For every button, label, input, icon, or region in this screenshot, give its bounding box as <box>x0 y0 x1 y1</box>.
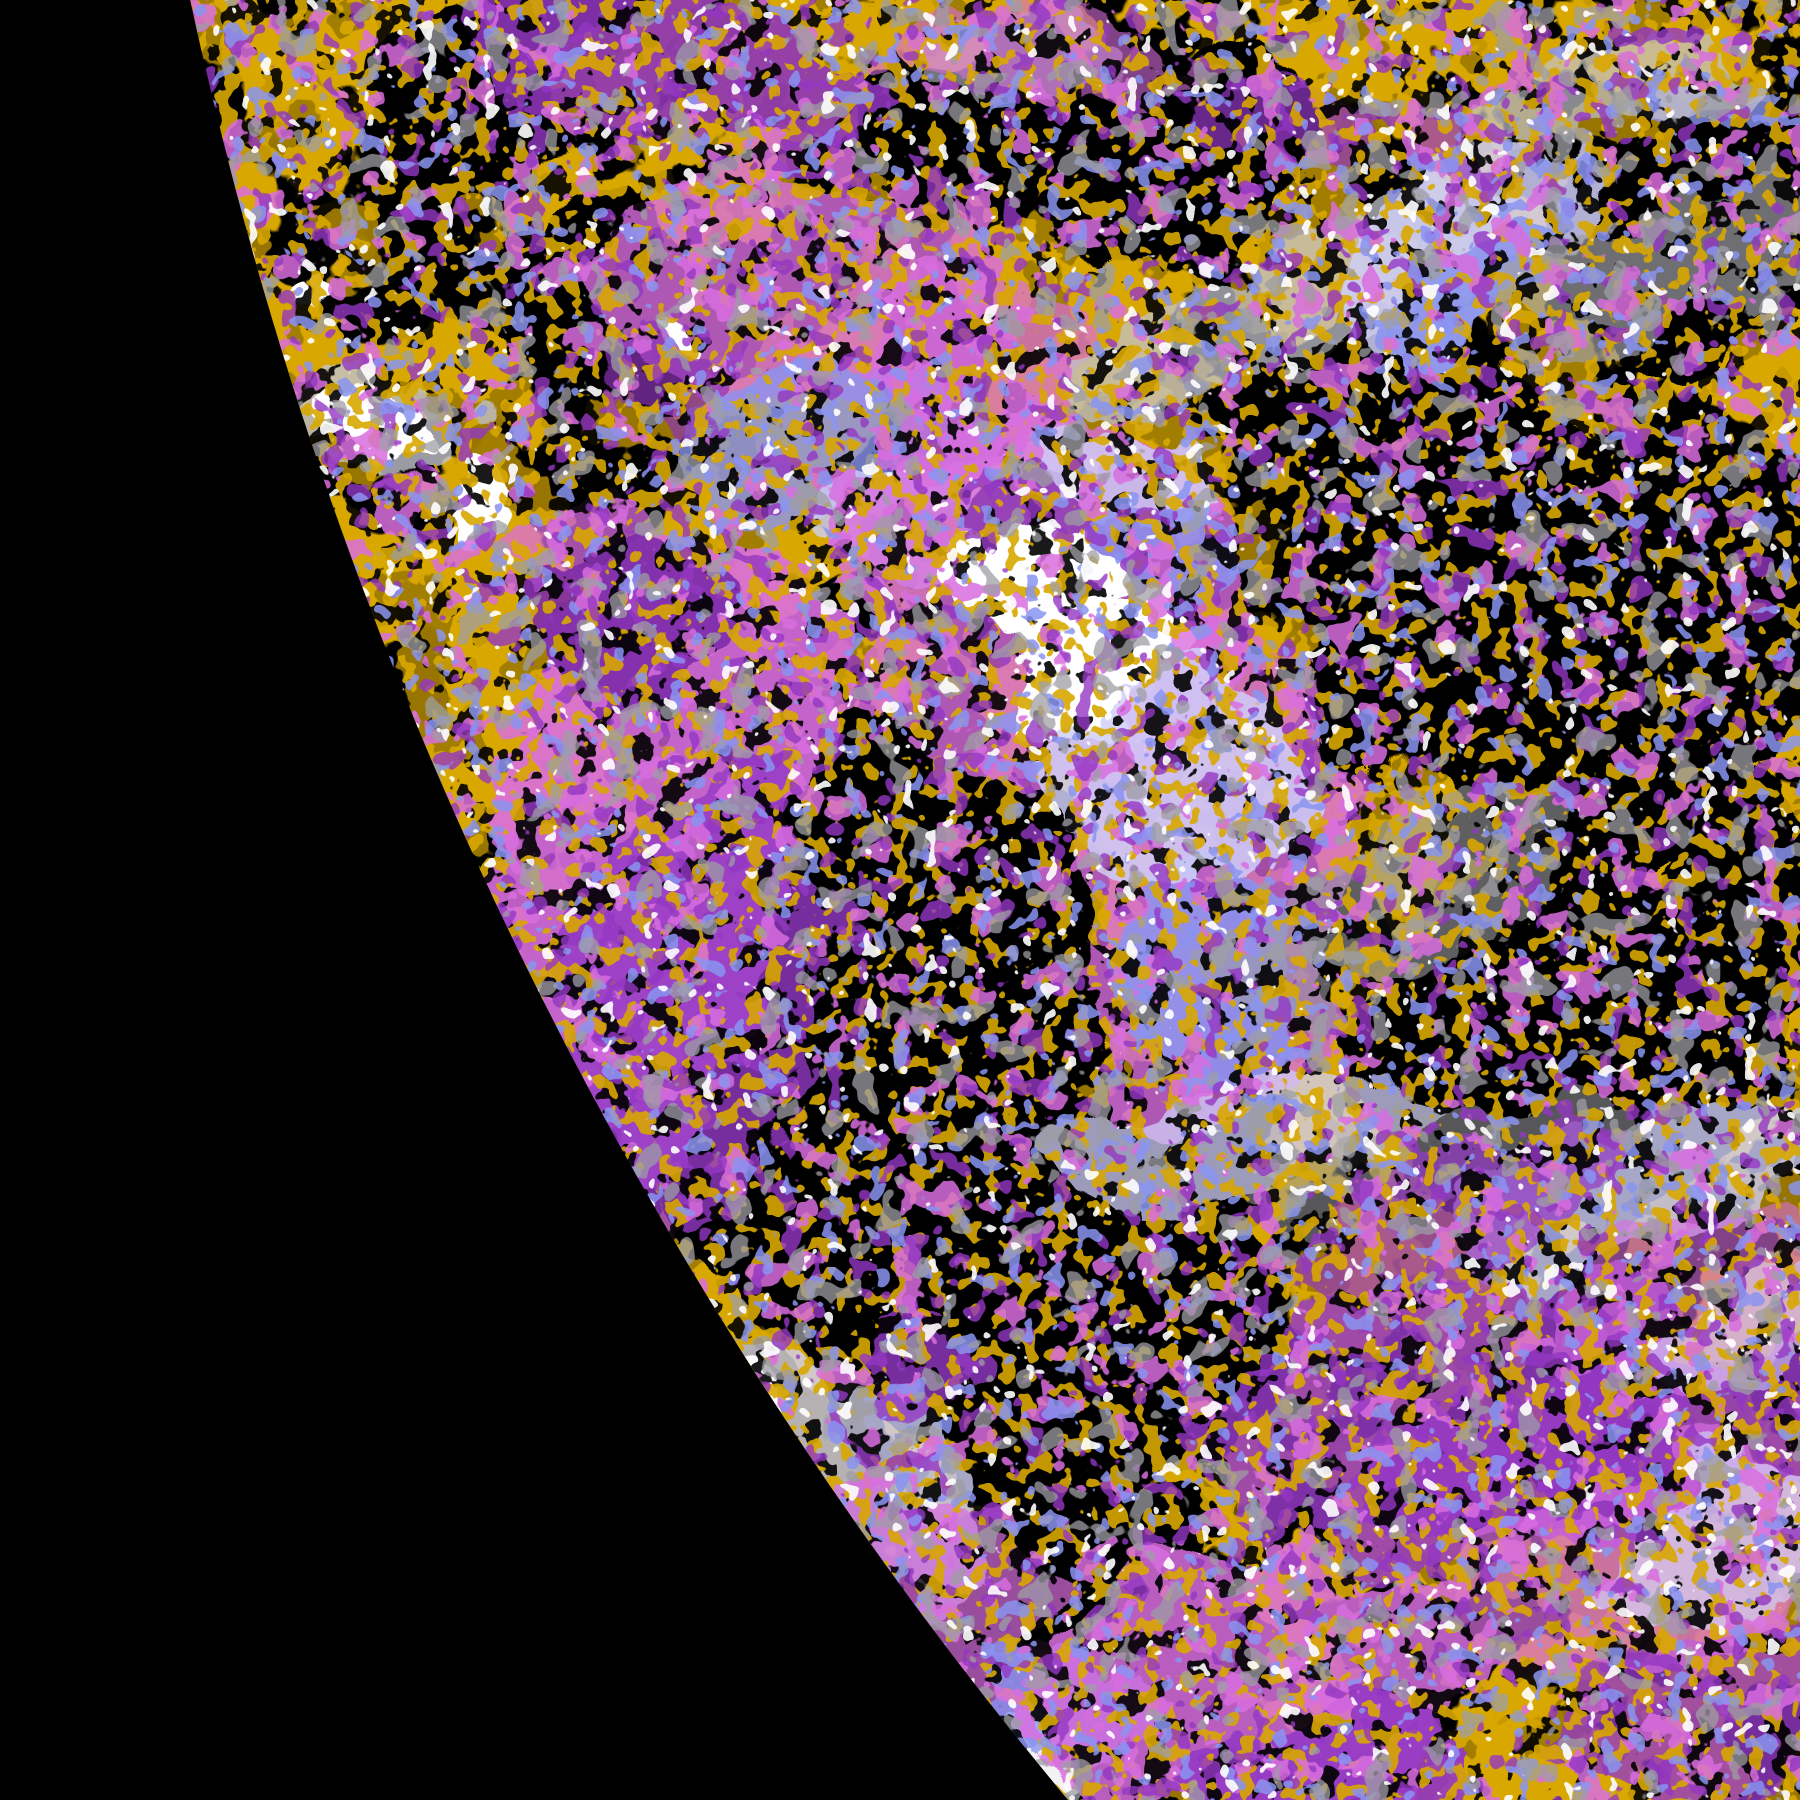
satellite-earth-image <box>97 0 1800 1800</box>
